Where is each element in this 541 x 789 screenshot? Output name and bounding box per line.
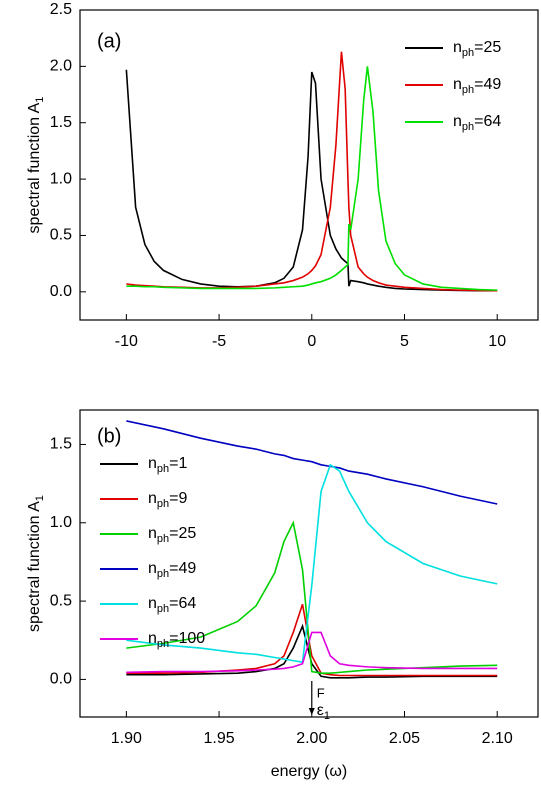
marker-arrowhead — [308, 708, 315, 715]
y-tick-label: 2.5 — [50, 1, 72, 18]
legend-label: nph=49 — [148, 560, 196, 580]
x-tick-label: 5 — [400, 333, 409, 350]
series-line — [125, 69, 498, 292]
series-line — [126, 420, 498, 505]
series-line — [126, 66, 498, 291]
y-axis-label: spectral function A1 — [26, 97, 46, 234]
x-tick-label: 2.05 — [389, 730, 420, 747]
series-line — [126, 463, 498, 664]
x-tick-label: 1.90 — [111, 730, 142, 747]
legend-label: nph=100 — [148, 630, 205, 650]
panel-label: (b) — [97, 425, 121, 447]
plot-frame — [79, 409, 539, 718]
y-tick-label: 0.5 — [50, 227, 72, 244]
x-tick-label: -5 — [212, 333, 226, 350]
legend-label: nph=9 — [148, 490, 188, 510]
legend-label: nph=49 — [453, 76, 501, 96]
x-axis-label: energy (ω) — [271, 763, 348, 780]
x-tick-label: 2.10 — [482, 730, 513, 747]
x-tick-label: 0 — [307, 333, 316, 350]
y-tick-label: 0.5 — [50, 592, 72, 609]
marker-label: ε1 — [317, 702, 330, 722]
x-tick-label: 1.95 — [203, 730, 234, 747]
y-tick-label: 0.0 — [50, 671, 72, 688]
x-tick-label: -10 — [115, 333, 138, 350]
legend-label: nph=1 — [148, 455, 188, 475]
series-line — [126, 520, 498, 674]
x-tick-label: 2.00 — [296, 730, 327, 747]
legend-label: nph=25 — [148, 525, 196, 545]
y-tick-label: 1.5 — [50, 436, 72, 453]
y-tick-label: 0.0 — [50, 283, 72, 300]
y-tick-label: 2.0 — [50, 58, 72, 75]
y-tick-label: 1.0 — [50, 170, 72, 187]
y-axis-label: spectral function A1 — [26, 495, 46, 632]
y-tick-label: 1.5 — [50, 114, 72, 131]
legend-label: nph=64 — [148, 595, 196, 615]
plot-frame — [79, 9, 539, 321]
x-tick-label: 10 — [488, 333, 506, 350]
series-line — [126, 631, 498, 674]
legend-label: nph=64 — [453, 113, 501, 133]
marker-superscript: F — [317, 685, 325, 700]
y-tick-label: 1.0 — [50, 514, 72, 531]
legend-label: nph=25 — [453, 39, 501, 59]
panel-label: (a) — [97, 30, 121, 52]
